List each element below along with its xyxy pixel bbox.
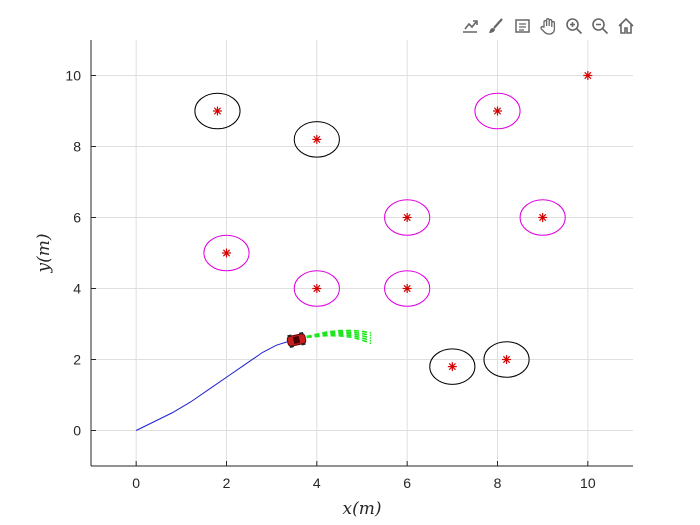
obstacle-circle-magenta xyxy=(384,270,431,307)
home-icon xyxy=(618,17,634,34)
home-button[interactable] xyxy=(614,14,638,38)
x-tick-label: 2 xyxy=(223,475,231,491)
tick-labels: 0 2 4 6 8 10 0 2 4 6 8 10 xyxy=(65,40,633,491)
predicted-trajectory xyxy=(298,331,372,339)
obstacle-center-marker xyxy=(312,134,322,144)
predicted-trajectory xyxy=(298,333,372,342)
predicted-trajectory xyxy=(298,332,372,339)
export-icon xyxy=(463,20,478,33)
obstacle-center-marker xyxy=(402,284,412,293)
brush-button[interactable] xyxy=(484,14,508,38)
obstacle-center-marker xyxy=(493,106,502,116)
x-tick-label: 10 xyxy=(580,475,596,491)
goal-marker xyxy=(583,71,593,80)
vehicle xyxy=(286,331,307,348)
x-axis-label: x(m) xyxy=(343,499,382,519)
obstacle-circle-magenta xyxy=(203,234,250,272)
plot-data xyxy=(135,71,593,431)
traveled-path xyxy=(135,338,299,431)
obstacle-center-marker xyxy=(502,355,512,364)
obstacle-circle-black xyxy=(483,341,530,378)
obstacle-circle-black xyxy=(429,348,476,385)
zoom-in-icon xyxy=(566,18,583,35)
y-tick-label: 10 xyxy=(65,68,81,84)
obstacle-circle-magenta xyxy=(384,199,431,236)
x-tick-label: 8 xyxy=(494,475,502,491)
brush-icon xyxy=(489,18,503,33)
y-tick-label: 6 xyxy=(73,210,81,226)
obstacle-center-marker xyxy=(312,284,322,293)
obstacle-circle-magenta xyxy=(293,270,340,307)
export-button[interactable] xyxy=(458,14,482,38)
figure-toolbar xyxy=(458,12,638,40)
obstacle-circle-black xyxy=(194,92,241,130)
pan-icon xyxy=(540,18,556,35)
obstacle-center-marker xyxy=(222,248,231,258)
obstacle-circle-magenta xyxy=(519,199,566,236)
zoom-in-button[interactable] xyxy=(562,14,586,38)
y-tick-label: 0 xyxy=(73,423,81,439)
grid xyxy=(91,40,633,466)
data-tips-button[interactable] xyxy=(510,14,534,38)
x-tick-label: 0 xyxy=(132,475,140,491)
x-tick-label: 6 xyxy=(403,475,411,491)
obstacle-center-marker xyxy=(402,213,412,222)
y-tick-label: 2 xyxy=(73,352,81,368)
obstacle-center-marker xyxy=(447,362,457,372)
y-tick-label: 4 xyxy=(73,281,81,297)
obstacle-center-marker xyxy=(212,106,222,116)
pan-button[interactable] xyxy=(536,14,560,38)
obstacle-center-marker xyxy=(538,213,548,222)
axes-box xyxy=(91,40,633,466)
x-tick-label: 4 xyxy=(313,475,321,491)
zoom-out-button[interactable] xyxy=(588,14,612,38)
predicted-trajectory xyxy=(298,329,372,339)
obstacle-circle-black xyxy=(293,121,340,158)
y-tick-label: 8 xyxy=(73,139,81,155)
zoom-out-icon xyxy=(592,18,609,35)
y-axis-label: y(m) xyxy=(34,234,54,274)
data-tips-icon xyxy=(515,19,530,33)
predicted-trajectory xyxy=(298,334,372,345)
obstacle-circle-magenta xyxy=(474,92,521,130)
